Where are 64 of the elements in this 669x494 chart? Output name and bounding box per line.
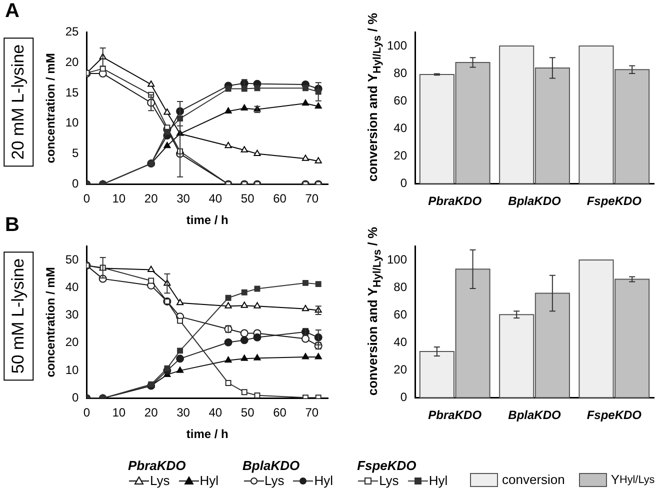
- y-tick-label: 10: [65, 116, 80, 130]
- legend-label: Lys: [264, 473, 284, 488]
- y-tick-label: 100: [386, 38, 408, 52]
- y-axis-title: concentration / mM: [44, 267, 58, 378]
- y-tick-label: 60: [394, 93, 408, 108]
- x-tick-label: 10: [112, 192, 126, 206]
- y-tick-label: 0: [400, 390, 408, 404]
- x-tick-label: 10: [112, 406, 126, 420]
- x-tick-label: 20: [144, 192, 158, 206]
- x-tick-label: FspeKDO: [586, 194, 642, 208]
- y-tick-label: 40: [394, 334, 408, 349]
- legend-label: conversion: [502, 472, 565, 487]
- x-tick-label: BplaKDO: [508, 194, 562, 208]
- x-tick-label: PbraKDO: [428, 194, 482, 208]
- text: FspeKDO: [357, 458, 418, 473]
- text: 20 mM L-lysine: [3, 37, 34, 167]
- y-tick-label: 5: [72, 146, 80, 160]
- x-tick-label: 0: [83, 192, 90, 206]
- y-axis-title: concentration / mM: [44, 53, 58, 164]
- y-tick-label: 15: [65, 85, 80, 100]
- x-tick-label: 70: [305, 406, 319, 420]
- y-tick-label: 40: [65, 280, 80, 294]
- x-tick-label: BplaKDO: [508, 408, 562, 422]
- y-tick-label: 0: [72, 390, 80, 405]
- x-tick-label: PbraKDO: [428, 408, 482, 422]
- y-tick-label: 50: [65, 252, 80, 266]
- x-tick-label: 30: [176, 406, 190, 420]
- y-tick-label: 10: [65, 362, 80, 377]
- legend-label: Hyl: [200, 473, 219, 488]
- x-tick-label: 20: [144, 406, 158, 420]
- x-axis-title: time / h: [186, 213, 228, 228]
- legend-label: Lys: [150, 473, 170, 488]
- x-tick-label: 40: [208, 406, 222, 420]
- x-tick-label: 70: [305, 192, 319, 206]
- y-tick-label: 30: [65, 308, 80, 322]
- legend-label: Hyl: [314, 473, 334, 488]
- chart-title: A: [5, 0, 20, 23]
- text: BplaKDO: [242, 458, 301, 473]
- text: 50 mM L-lysine: [3, 251, 34, 381]
- legend-label: Hyl: [428, 473, 448, 488]
- y-tick-label: 20: [394, 148, 408, 162]
- x-tick-label: 0: [83, 406, 90, 420]
- y-tick-label: 100: [386, 252, 408, 266]
- y-tick-label: 20: [394, 362, 408, 376]
- x-tick-label: 30: [176, 192, 190, 206]
- y-tick-label: 0: [72, 176, 80, 191]
- x-tick-label: 60: [273, 406, 287, 420]
- x-tick-label: 40: [208, 192, 222, 206]
- chart-title: B: [5, 214, 20, 237]
- x-tick-label: 50: [240, 406, 255, 420]
- y-tick-label: 40: [394, 120, 408, 135]
- x-tick-label: FspeKDO: [586, 408, 642, 422]
- text: PbraKDO: [128, 458, 187, 473]
- y-tick-label: 80: [394, 280, 408, 294]
- y-tick-label: 20: [65, 335, 80, 350]
- legend-label: Lys: [379, 473, 399, 488]
- y-tick-label: 80: [394, 66, 408, 80]
- y-tick-label: 20: [65, 54, 80, 69]
- y-tick-label: 0: [400, 176, 408, 190]
- x-tick-label: 50: [240, 192, 255, 206]
- x-axis-title: time / h: [186, 427, 228, 442]
- y-tick-label: 60: [394, 307, 408, 322]
- y-tick-label: 25: [65, 24, 80, 39]
- x-tick-label: 60: [273, 192, 287, 206]
